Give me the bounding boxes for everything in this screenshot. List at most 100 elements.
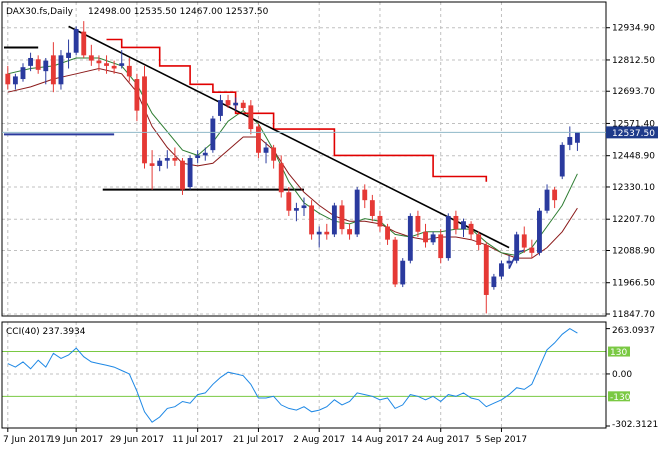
y-tick-label: 12448.90 [612,152,655,162]
candle-body[interactable] [225,100,231,106]
candle-body[interactable] [324,231,330,235]
x-tick-label: 24 Aug 2017 [412,435,470,445]
price-axis: 12934.90 12812.50 12693.70 12571.40 12448.90… [606,24,655,320]
candle-body[interactable] [164,158,170,161]
candle-body[interactable] [362,189,368,201]
candle-body[interactable] [256,126,261,153]
candle-body[interactable] [377,215,383,227]
candle-body[interactable] [5,73,11,85]
candle-body[interactable] [126,65,132,77]
candle-body[interactable] [461,221,466,230]
candle-body[interactable] [20,67,26,80]
candle-body[interactable] [499,263,504,277]
candle-body[interactable] [445,215,451,259]
candle-body[interactable] [521,234,527,248]
y-tick-label: 12571.40 [612,119,655,129]
x-tick-label: 19 Jun 2017 [49,435,103,445]
moving-average-slow [7,67,578,259]
candle-body[interactable] [195,155,201,159]
candle-body[interactable] [43,60,49,72]
candle-body[interactable] [134,79,140,111]
candle-body[interactable] [187,158,193,188]
candlestick-series[interactable] [5,21,580,314]
candle-body[interactable] [286,192,292,211]
y-tick-label: 12693.70 [612,87,655,97]
candle-body[interactable] [544,189,550,211]
candle-body[interactable] [491,276,497,288]
candle-body[interactable] [35,59,41,70]
candle-body[interactable] [438,234,444,259]
candle-body[interactable] [574,132,580,143]
candle-body[interactable] [149,163,155,166]
candle-body[interactable] [104,63,109,66]
candle-body[interactable] [423,231,428,243]
candle-body[interactable] [88,55,94,61]
cci-level-label: -130 [610,393,631,403]
cci-tick-label: 0.00 [612,370,632,380]
candle-body[interactable] [483,244,489,295]
candle-body[interactable] [453,215,459,230]
candle-body[interactable] [218,100,223,116]
candle-body[interactable] [157,160,163,166]
cci-level-tag [608,391,630,402]
cci-panel-frame [1,321,607,429]
candle-body[interactable] [468,223,474,235]
candle-body[interactable] [567,136,573,145]
candle-body[interactable] [347,229,352,235]
candle-body[interactable] [240,102,246,109]
candle-body[interactable] [301,205,307,209]
candle-body[interactable] [271,147,277,161]
candle-body[interactable] [142,76,147,164]
candle-body[interactable] [96,60,102,64]
candle-body[interactable] [28,57,34,66]
candle-body[interactable] [354,189,360,235]
candle-body[interactable] [331,205,337,235]
candle-body[interactable] [309,205,315,235]
candle-body[interactable] [248,105,254,130]
candle-body[interactable] [58,55,64,85]
y-tick-label: 12207.70 [612,215,655,225]
candle-body[interactable] [506,260,512,264]
candle-body[interactable] [278,163,284,193]
candle-body[interactable] [210,118,216,151]
candle-body[interactable] [400,260,406,285]
candle-body[interactable] [392,239,398,285]
candle-body[interactable] [202,152,208,156]
ohlc-label: 12498.00 12535.50 12467.00 12537.50 [88,7,269,17]
candle-body[interactable] [316,231,322,235]
x-tick-label: 21 Jul 2017 [233,435,284,445]
cci-label: CCI(40) 237.3934 [6,327,86,337]
candle-body[interactable] [111,65,117,69]
candle-body[interactable] [537,210,542,253]
candle-body[interactable] [293,208,299,211]
candle-body[interactable] [172,158,178,161]
candle-body[interactable] [552,189,558,201]
cci-grid [2,322,606,428]
candle-body[interactable] [369,200,375,216]
candle-body[interactable] [73,29,79,53]
candle-body[interactable] [66,52,71,58]
x-tick-label: 2 Aug 2017 [293,435,345,445]
candle-body[interactable] [339,205,345,230]
candle-body[interactable] [233,102,239,106]
candle-body[interactable] [407,215,413,261]
candle-body[interactable] [476,234,482,245]
candle-body[interactable] [81,31,87,56]
candle-body[interactable] [559,144,565,177]
candle-body[interactable] [180,160,185,190]
x-tick-label: 11 Jul 2017 [172,435,223,445]
candle-body[interactable] [263,147,269,153]
candle-body[interactable] [514,234,520,261]
candle-body[interactable] [119,63,125,66]
candle-body[interactable] [415,215,421,232]
candle-body[interactable] [385,226,390,240]
x-tick-label: 5 Sep 2017 [476,435,527,445]
candle-body[interactable] [50,55,56,85]
current-price-tag-bg [606,126,658,139]
candle-body[interactable] [529,247,535,253]
candle-body[interactable] [12,76,18,85]
y-tick-label: 12330.10 [612,183,655,193]
x-tick-label: 14 Aug 2017 [351,435,409,445]
candle-body[interactable] [430,234,436,243]
